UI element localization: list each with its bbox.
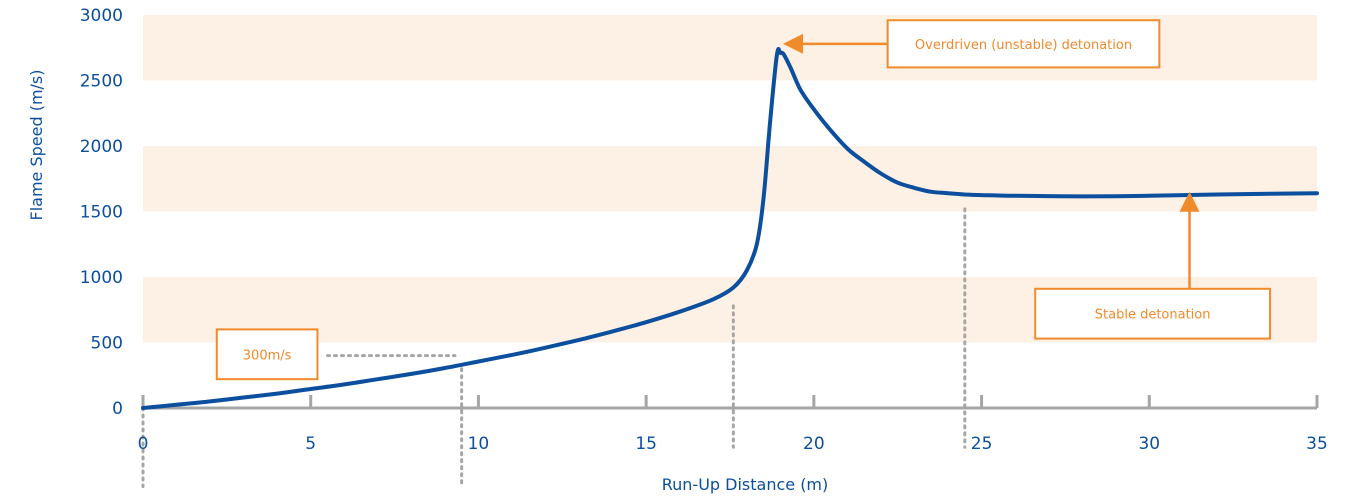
flame-speed-line-0 xyxy=(141,47,1319,410)
x-tick-label-35: 35 xyxy=(1306,434,1328,454)
annotation-label-1: Overdriven (unstable) detonation xyxy=(915,38,1132,53)
background-band-1 xyxy=(143,146,1317,212)
annotation-2: Stable detonation xyxy=(1034,191,1272,340)
annotation-0: 300m/s xyxy=(215,328,319,381)
y-tick-label-1500: 1500 xyxy=(80,203,123,223)
y-tick-label-0: 0 xyxy=(112,399,123,419)
series-layer xyxy=(141,47,1319,410)
x-axis: 0 5 10 15 20 25 30 35 xyxy=(138,395,1328,454)
annotation-label-0: 300m/s xyxy=(243,348,292,363)
annotation-1: Overdriven (unstable) detonation xyxy=(783,19,1161,69)
y-tick-label-3000: 3000 xyxy=(80,6,123,26)
x-tick-label-20: 20 xyxy=(803,434,825,454)
y-tick-label-2500: 2500 xyxy=(80,72,123,92)
annotation-box-1 xyxy=(886,19,1161,69)
x-tick-label-10: 10 xyxy=(468,434,490,454)
y-tick-label-1000: 1000 xyxy=(80,268,123,288)
y-axis-title: Flame Speed (m/s) xyxy=(27,69,46,220)
y-tick-label-500: 500 xyxy=(91,334,123,354)
annotations-layer: 300m/s Overdriven (unstable) detonation St… xyxy=(215,19,1272,381)
annotation-box-2 xyxy=(1034,287,1272,340)
annotation-box-0 xyxy=(215,328,319,381)
x-tick-label-25: 25 xyxy=(971,434,993,454)
x-tick-label-5: 5 xyxy=(305,434,316,454)
y-tick-label-2000: 2000 xyxy=(80,137,123,157)
x-tick-label-15: 15 xyxy=(635,434,657,454)
annotation-label-2: Stable detonation xyxy=(1095,308,1211,323)
x-tick-label-0: 0 xyxy=(138,434,149,454)
y-axis: 0 500 1000 1500 2000 2500 3000 xyxy=(80,6,123,419)
x-axis-title: Run-Up Distance (m) xyxy=(662,475,829,494)
x-tick-label-30: 30 xyxy=(1138,434,1160,454)
